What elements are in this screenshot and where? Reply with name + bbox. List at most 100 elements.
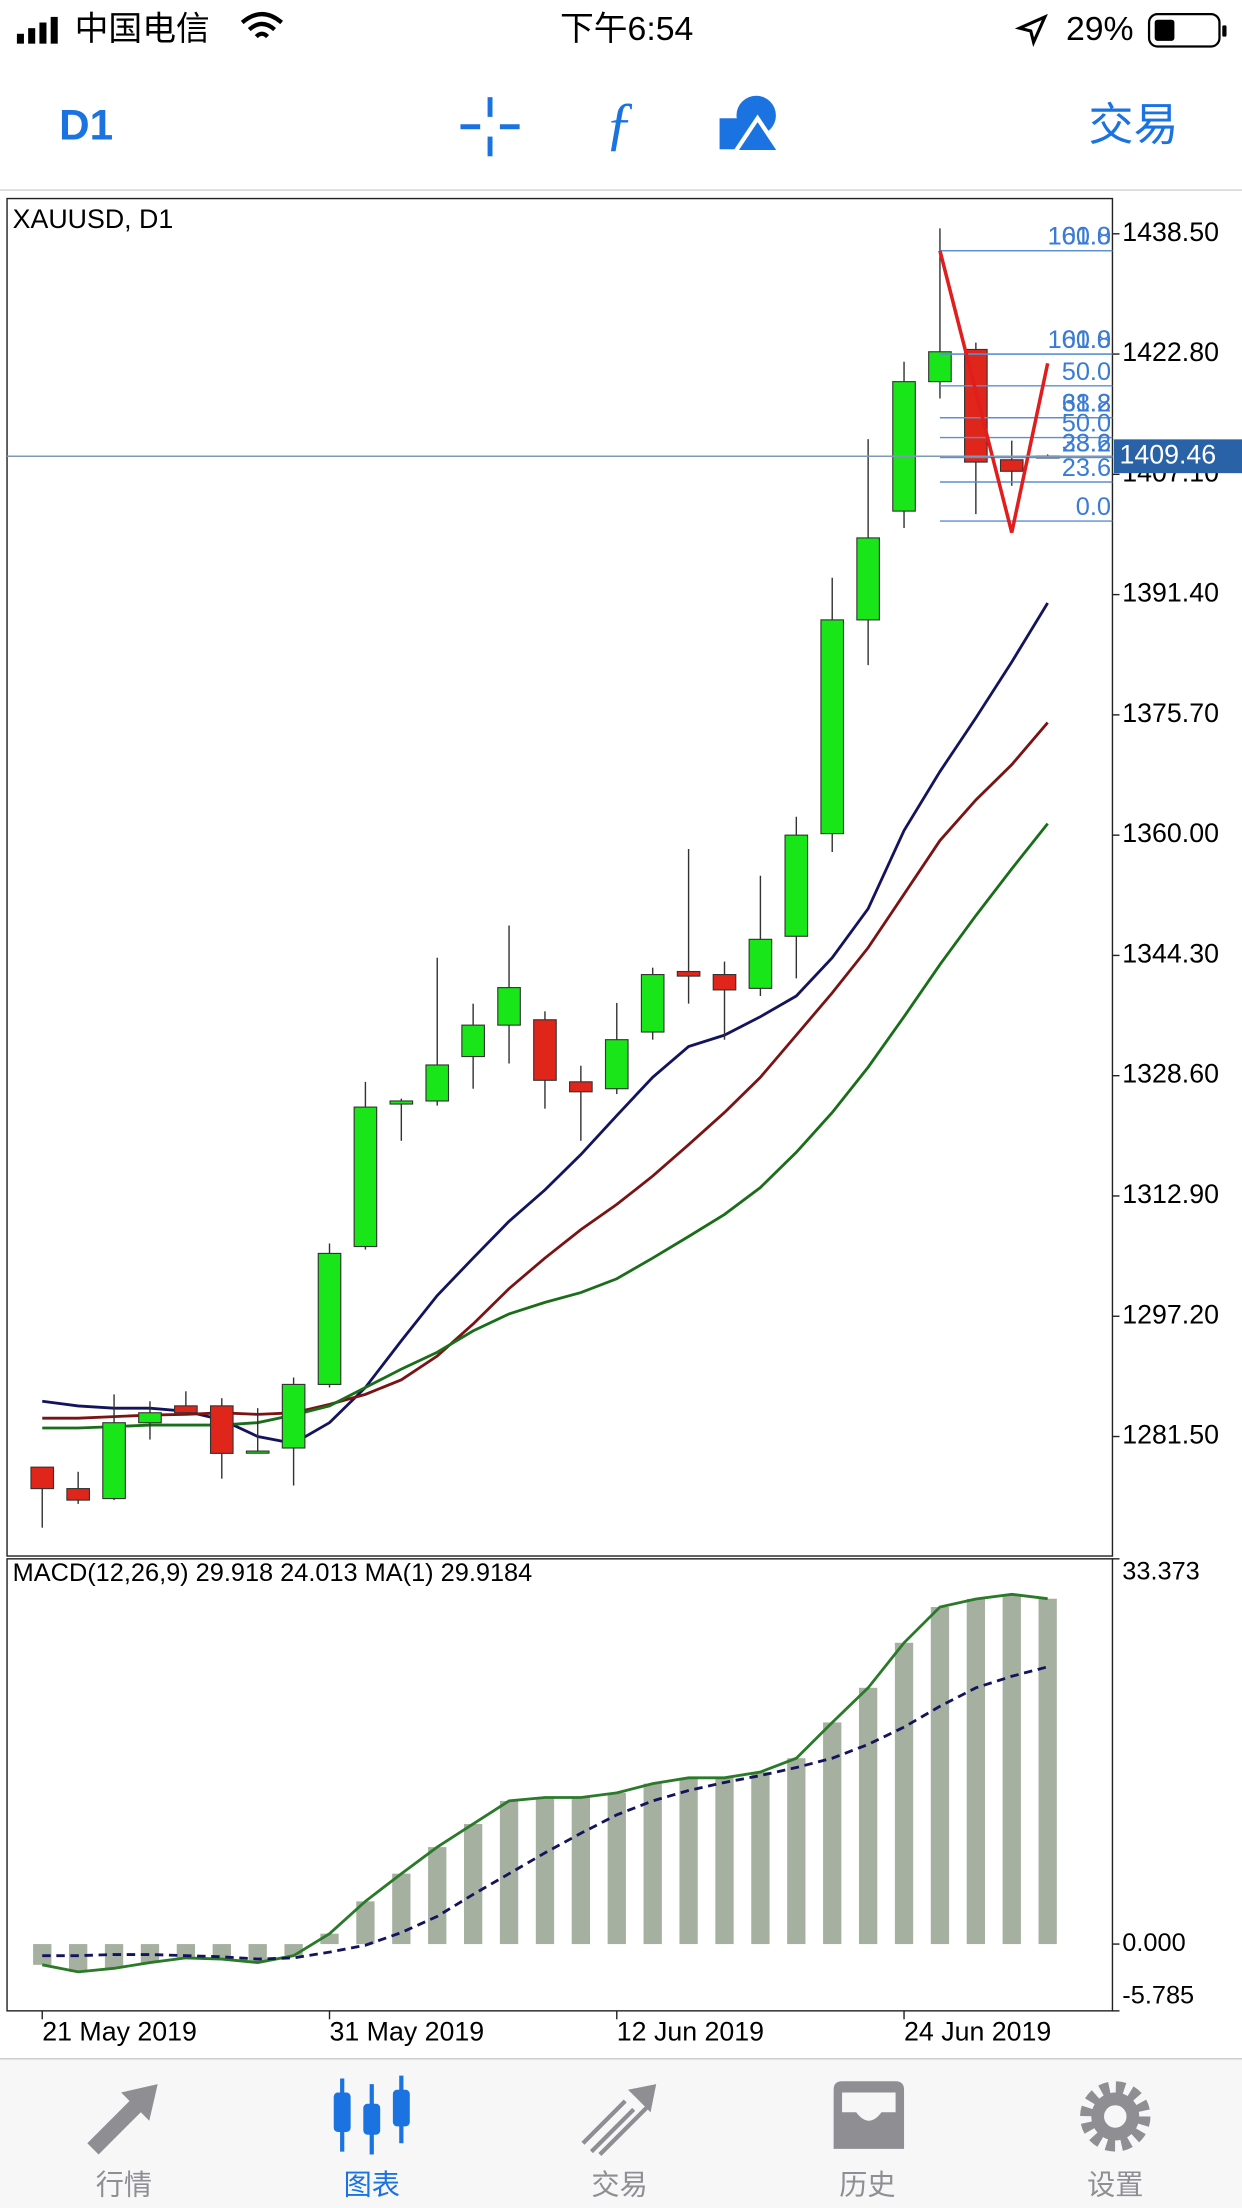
y-tick-label: 1344.30 xyxy=(1122,938,1219,968)
tab-label[interactable]: 历史 xyxy=(839,2169,895,2200)
y-tick-label: 1328.60 xyxy=(1122,1059,1219,1089)
zigzag xyxy=(938,250,1050,534)
candle-body xyxy=(640,974,665,1033)
macd-bar xyxy=(33,1944,52,1965)
candle-body xyxy=(317,1252,342,1385)
tab-label[interactable]: 设置 xyxy=(1087,2169,1143,2200)
macd-bar xyxy=(643,1783,662,1945)
history-icon xyxy=(833,2081,905,2149)
tab-label[interactable]: 图表 xyxy=(344,2169,400,2200)
macd-bar xyxy=(104,1944,124,1969)
chart-title: XAUUSD, D1 xyxy=(13,204,174,234)
macd-title: MACD(12,26,9) 29.918 24.013 MA(1) 29.918… xyxy=(13,1559,533,1587)
crosshair-button[interactable] xyxy=(460,97,520,157)
candle-body xyxy=(533,1019,557,1081)
macd-bar xyxy=(463,1824,483,1945)
y-tick-label: 0.000 xyxy=(1122,1929,1185,1957)
fib-label: 100.0 xyxy=(1048,326,1111,354)
fib-label: 23.6 xyxy=(1062,429,1111,457)
candle-body xyxy=(102,1422,126,1500)
y-tick-label: 1391.40 xyxy=(1122,578,1219,608)
location-icon xyxy=(1014,13,1048,47)
fib-label: 61.8 xyxy=(1062,326,1111,354)
tab-label[interactable]: 行情 xyxy=(96,2169,152,2200)
x-tick-label: 21 May 2019 xyxy=(42,2016,197,2046)
candle-body xyxy=(856,537,880,621)
chart-icon xyxy=(333,2075,410,2155)
macd-bar xyxy=(787,1758,806,1945)
objects-button[interactable] xyxy=(719,95,785,155)
tab-label[interactable]: 交易 xyxy=(591,2169,647,2200)
candle-body xyxy=(30,1466,55,1490)
fib-label: 38.2 xyxy=(1062,390,1111,418)
fib-label: 23.6 xyxy=(1062,454,1111,482)
macd-bar xyxy=(535,1797,555,1945)
y-tick-label: 33.373 xyxy=(1122,1558,1199,1586)
indicators-button[interactable]: ƒ xyxy=(605,90,635,156)
y-tick-label: 1360.00 xyxy=(1122,818,1219,848)
macd-bar xyxy=(858,1687,878,1945)
macd-bar xyxy=(69,1944,88,1972)
macd-bar xyxy=(930,1607,950,1945)
macd-bar xyxy=(428,1847,447,1945)
carrier: 中国电信 xyxy=(75,10,210,48)
last-price-label: 1409.46 xyxy=(1119,439,1216,469)
signal-bar xyxy=(28,28,36,44)
plots: 1438.501422.801407.101391.401375.701360.… xyxy=(7,217,1242,2046)
signal-bar xyxy=(16,33,24,44)
candle-body xyxy=(353,1106,378,1248)
macd-bar xyxy=(607,1792,626,1945)
candle-body xyxy=(209,1405,234,1454)
last-price-box xyxy=(1113,439,1242,474)
macd-line xyxy=(41,1592,1048,1974)
y-tick-label: 1375.70 xyxy=(1122,698,1219,728)
candle-body xyxy=(892,381,916,512)
candle-body xyxy=(569,1081,593,1093)
toolbar: D1 ƒ 交易 xyxy=(0,90,1242,191)
status-bar: 中国电信 下午6:54 29% xyxy=(16,10,1227,48)
macd-bar xyxy=(679,1777,698,1945)
candle-body xyxy=(712,974,737,991)
quotes-icon xyxy=(87,2084,158,2155)
battery-percent: 29% xyxy=(1066,10,1134,48)
signal-bar xyxy=(39,22,47,44)
macd-bar xyxy=(140,1944,160,1963)
candle-body xyxy=(245,1450,270,1454)
clock: 下午6:54 xyxy=(560,10,693,48)
candle-body xyxy=(461,1024,485,1058)
fib-label: 38.2 xyxy=(1062,429,1111,457)
fib-label: 161.8 xyxy=(1048,223,1111,251)
battery-frame xyxy=(1147,12,1221,48)
y-tick-label: 1312.90 xyxy=(1122,1179,1219,1209)
candle-body xyxy=(66,1488,90,1501)
tab-bar xyxy=(0,2058,1242,2208)
macd-panel xyxy=(6,1558,1114,2012)
fib-label: 61.8 xyxy=(1062,390,1111,418)
macd-bar xyxy=(356,1901,375,1945)
candle-body xyxy=(676,970,701,977)
trade-button[interactable]: 交易 xyxy=(1089,99,1179,150)
battery-tip xyxy=(1222,25,1227,37)
candle-body xyxy=(497,987,521,1026)
moving-average xyxy=(42,721,1049,1420)
moving-average xyxy=(42,822,1049,1430)
wifi-icon xyxy=(240,11,284,39)
fib-label: 100.0 xyxy=(1048,223,1111,251)
macd-bar xyxy=(320,1933,339,1945)
x-tick-label: 12 Jun 2019 xyxy=(617,2016,764,2046)
price-panel xyxy=(6,197,1114,1557)
candle-body xyxy=(138,1412,162,1424)
trade-icon xyxy=(581,2084,657,2156)
macd-bar xyxy=(894,1642,914,1945)
y-tick-label: 1281.50 xyxy=(1122,1420,1219,1450)
timeframe-button[interactable]: D1 xyxy=(59,101,113,148)
candle-body xyxy=(999,459,1024,472)
x-tick-label: 24 Jun 2019 xyxy=(904,2016,1051,2046)
signal-bar xyxy=(50,16,58,44)
x-tick-label: 31 May 2019 xyxy=(330,2016,485,2046)
moving-average xyxy=(42,602,1049,1445)
macd-bar xyxy=(751,1772,770,1945)
candle-body xyxy=(748,938,773,989)
